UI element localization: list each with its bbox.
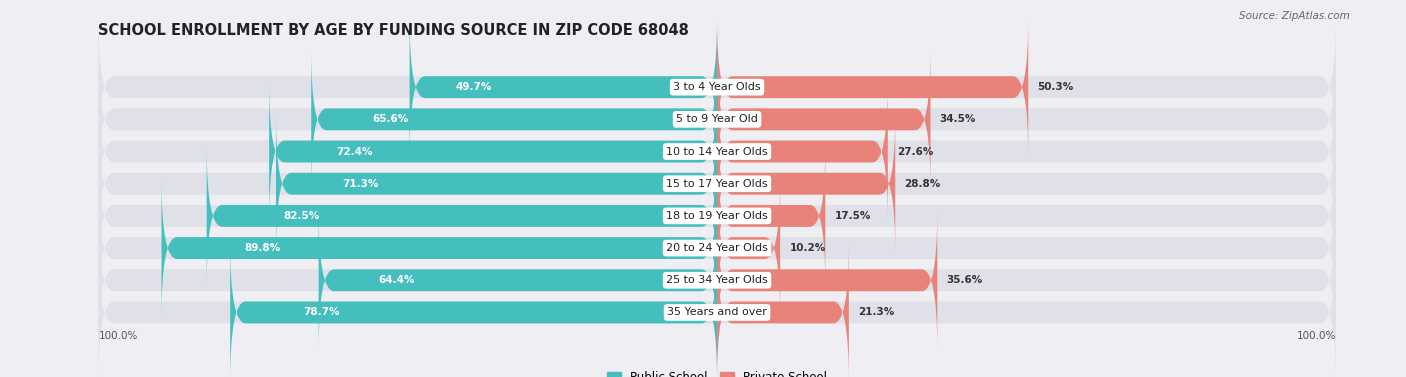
Text: Source: ZipAtlas.com: Source: ZipAtlas.com	[1239, 11, 1350, 21]
Text: 10 to 14 Year Olds: 10 to 14 Year Olds	[666, 147, 768, 156]
FancyBboxPatch shape	[311, 50, 717, 189]
Text: 18 to 19 Year Olds: 18 to 19 Year Olds	[666, 211, 768, 221]
FancyBboxPatch shape	[98, 50, 1336, 189]
Text: 34.5%: 34.5%	[939, 114, 976, 124]
FancyBboxPatch shape	[717, 243, 849, 377]
Text: 100.0%: 100.0%	[1296, 331, 1336, 341]
FancyBboxPatch shape	[98, 82, 1336, 221]
Text: 17.5%: 17.5%	[835, 211, 870, 221]
FancyBboxPatch shape	[98, 179, 1336, 317]
Text: 5 to 9 Year Old: 5 to 9 Year Old	[676, 114, 758, 124]
FancyBboxPatch shape	[231, 243, 717, 377]
Text: 10.2%: 10.2%	[789, 243, 825, 253]
Text: 27.6%: 27.6%	[897, 147, 934, 156]
Text: 82.5%: 82.5%	[283, 211, 319, 221]
Text: 100.0%: 100.0%	[98, 331, 138, 341]
FancyBboxPatch shape	[717, 211, 938, 350]
FancyBboxPatch shape	[717, 146, 825, 285]
FancyBboxPatch shape	[269, 82, 717, 221]
Text: 25 to 34 Year Olds: 25 to 34 Year Olds	[666, 275, 768, 285]
Text: 64.4%: 64.4%	[378, 275, 415, 285]
FancyBboxPatch shape	[98, 211, 1336, 350]
Text: 20 to 24 Year Olds: 20 to 24 Year Olds	[666, 243, 768, 253]
Text: 28.8%: 28.8%	[904, 179, 941, 189]
FancyBboxPatch shape	[319, 211, 717, 350]
FancyBboxPatch shape	[98, 146, 1336, 285]
Text: SCHOOL ENROLLMENT BY AGE BY FUNDING SOURCE IN ZIP CODE 68048: SCHOOL ENROLLMENT BY AGE BY FUNDING SOUR…	[98, 23, 689, 38]
FancyBboxPatch shape	[98, 114, 1336, 253]
FancyBboxPatch shape	[409, 18, 717, 157]
FancyBboxPatch shape	[717, 179, 780, 317]
FancyBboxPatch shape	[717, 50, 931, 189]
FancyBboxPatch shape	[717, 114, 896, 253]
Text: 71.3%: 71.3%	[342, 179, 378, 189]
FancyBboxPatch shape	[98, 18, 1336, 157]
Text: 49.7%: 49.7%	[456, 82, 492, 92]
FancyBboxPatch shape	[717, 82, 887, 221]
FancyBboxPatch shape	[98, 243, 1336, 377]
FancyBboxPatch shape	[162, 179, 717, 317]
FancyBboxPatch shape	[717, 18, 1028, 157]
Text: 72.4%: 72.4%	[336, 147, 373, 156]
Legend: Public School, Private School: Public School, Private School	[607, 371, 827, 377]
Text: 89.8%: 89.8%	[245, 243, 281, 253]
Text: 35.6%: 35.6%	[946, 275, 983, 285]
Text: 21.3%: 21.3%	[858, 308, 894, 317]
Text: 78.7%: 78.7%	[304, 308, 340, 317]
Text: 50.3%: 50.3%	[1038, 82, 1074, 92]
Text: 35 Years and over: 35 Years and over	[666, 308, 768, 317]
Text: 3 to 4 Year Olds: 3 to 4 Year Olds	[673, 82, 761, 92]
FancyBboxPatch shape	[276, 114, 717, 253]
Text: 65.6%: 65.6%	[373, 114, 408, 124]
FancyBboxPatch shape	[207, 146, 717, 285]
Text: 15 to 17 Year Olds: 15 to 17 Year Olds	[666, 179, 768, 189]
